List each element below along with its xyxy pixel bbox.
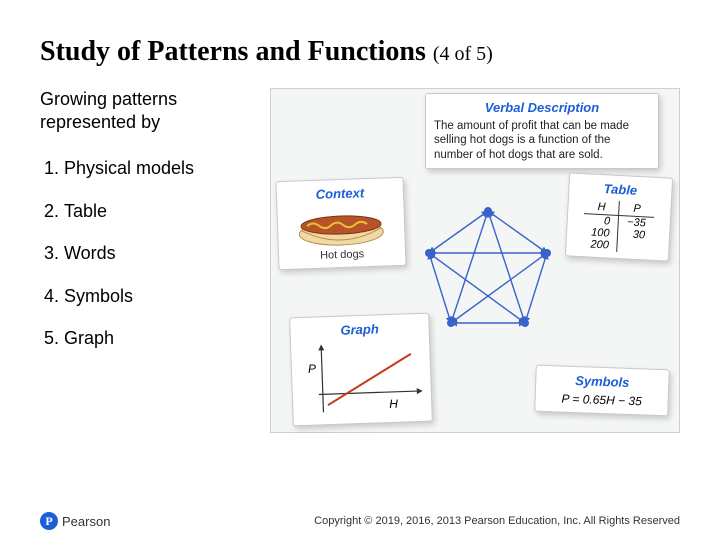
card-graph: Graph PH: [289, 313, 433, 427]
graph-label: Graph: [298, 320, 420, 339]
symbols-equation: P = 0.65H − 35: [543, 391, 659, 409]
symbols-label: Symbols: [544, 372, 660, 391]
title-main: Study of Patterns and Functions: [40, 36, 426, 67]
verbal-body: The amount of profit that can be made se…: [434, 119, 650, 162]
pearson-logo-icon: P: [40, 512, 58, 530]
title-part: (4 of 5): [433, 43, 493, 65]
hotdog-icon: [292, 203, 389, 248]
table: H P 0 −35 100 30 200: [582, 199, 655, 254]
context-caption: Hot dogs: [287, 247, 397, 263]
list-item: Table: [64, 200, 260, 223]
figure-panel: Verbal Description The amount of profit …: [270, 88, 680, 433]
svg-text:P: P: [308, 362, 316, 376]
card-symbols: Symbols P = 0.65H − 35: [534, 365, 670, 417]
items-list: Physical models Table Words Symbols Grap…: [40, 157, 260, 350]
list-item: Words: [64, 242, 260, 265]
svg-text:H: H: [389, 397, 398, 411]
intro-text: Growing patterns represented by: [40, 88, 260, 133]
list-item: Graph: [64, 327, 260, 350]
card-context: Context Hot dogs: [275, 177, 406, 270]
content-row: Growing patterns represented by Physical…: [40, 88, 680, 433]
list-item: Physical models: [64, 157, 260, 180]
slide: Study of Patterns and Functions (4 of 5)…: [0, 0, 720, 540]
star-network: [423, 205, 553, 333]
list-item: Symbols: [64, 285, 260, 308]
pearson-logo: P Pearson: [40, 512, 110, 530]
context-label: Context: [285, 184, 395, 203]
graph-plot: PH: [299, 339, 426, 419]
copyright-text: Copyright © 2019, 2016, 2013 Pearson Edu…: [314, 515, 680, 527]
verbal-label: Verbal Description: [434, 100, 650, 115]
card-table: Table H P 0 −35 100 30 200: [565, 172, 673, 261]
card-verbal-description: Verbal Description The amount of profit …: [425, 93, 659, 169]
table-label: Table: [577, 180, 664, 199]
slide-title: Study of Patterns and Functions (4 of 5): [40, 36, 680, 68]
footer: P Pearson Copyright © 2019, 2016, 2013 P…: [40, 512, 680, 530]
left-column: Growing patterns represented by Physical…: [40, 88, 260, 433]
pearson-logo-text: Pearson: [62, 514, 110, 529]
